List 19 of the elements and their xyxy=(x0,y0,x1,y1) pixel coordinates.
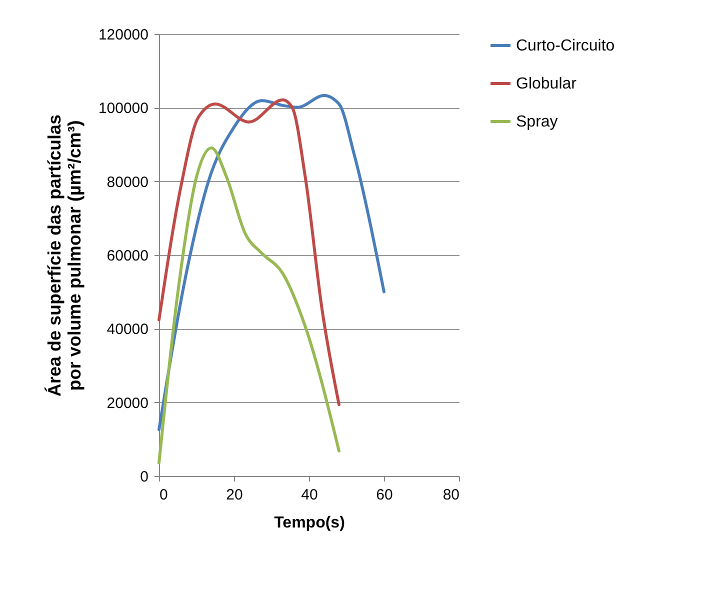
legend-label: Spray xyxy=(516,114,558,130)
y-tick-label: 20000 xyxy=(106,394,148,412)
x-tick-label: 80 xyxy=(442,486,460,504)
y-tick-label: 80000 xyxy=(106,174,148,191)
y-tick-label: 40000 xyxy=(106,321,148,338)
y-tick-label: 0 xyxy=(140,468,148,486)
y-tick-label: 60000 xyxy=(106,248,148,264)
x-tick-label: 20 xyxy=(226,486,243,504)
x-tick-label: 60 xyxy=(376,486,393,504)
x-tick-label: 40 xyxy=(301,486,318,504)
y-axis-title: Área de superfície das partículas por volume pulmonar (µm²/cm³) xyxy=(44,114,84,397)
legend-label: Globular xyxy=(516,76,578,92)
y-tick-label: 100000 xyxy=(98,100,148,118)
y-tick-label: 120000 xyxy=(98,26,148,44)
line-series xyxy=(158,146,340,464)
legend-label: Curto-Circuito xyxy=(516,38,615,54)
line-series xyxy=(158,98,340,406)
x-axis-title: Tempo(s) xyxy=(274,514,345,532)
x-tick-label: 0 xyxy=(160,486,168,504)
